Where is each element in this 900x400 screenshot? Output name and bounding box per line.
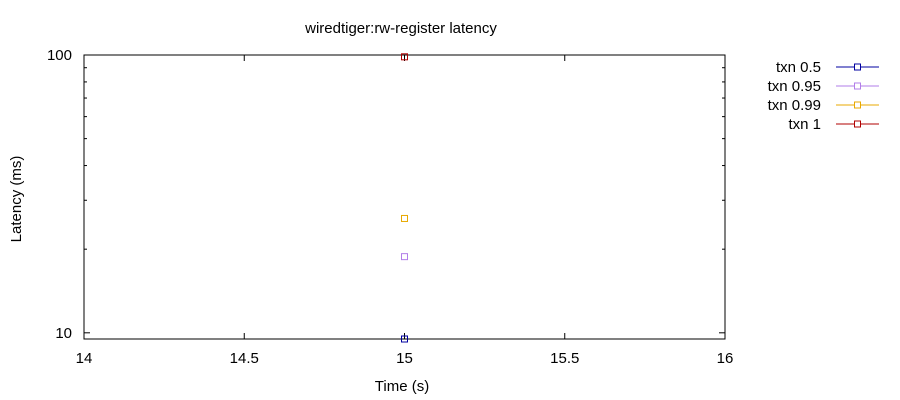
data-point-series-2 <box>401 214 408 222</box>
plot-frame <box>83 54 726 340</box>
data-point-series-0 <box>401 335 408 343</box>
legend-marker <box>854 120 861 128</box>
legend: txn 0.5 txn 0.95 txn 0.99 txn 1 <box>768 59 879 133</box>
legend-label: txn 0.95 <box>768 78 821 95</box>
y-axis-label: Latency (ms) <box>8 156 25 243</box>
legend-marker <box>854 101 861 109</box>
x-axis-label: Time (s) <box>375 378 429 395</box>
y-axis: 10 100 <box>47 47 725 342</box>
x-tick-label: 14.5 <box>230 350 259 367</box>
x-tick-label: 15.5 <box>550 350 579 367</box>
legend-label: txn 0.5 <box>776 59 821 76</box>
legend-marker <box>854 63 861 71</box>
y-tick-label: 100 <box>47 47 72 64</box>
data-points <box>401 53 408 343</box>
data-point-series-3 <box>401 53 408 61</box>
chart-title: wiredtiger:rw-register latency <box>304 20 497 37</box>
x-tick-label: 16 <box>717 350 734 367</box>
data-point-series-1 <box>401 253 408 261</box>
x-tick-label: 14 <box>76 350 93 367</box>
legend-label: txn 0.99 <box>768 97 821 114</box>
x-tick-label: 15 <box>396 350 413 367</box>
legend-marker <box>854 82 861 90</box>
legend-label: txn 1 <box>788 116 821 133</box>
y-tick-label: 10 <box>55 325 72 342</box>
x-axis: 14 14.5 15 15.5 16 <box>76 55 734 367</box>
